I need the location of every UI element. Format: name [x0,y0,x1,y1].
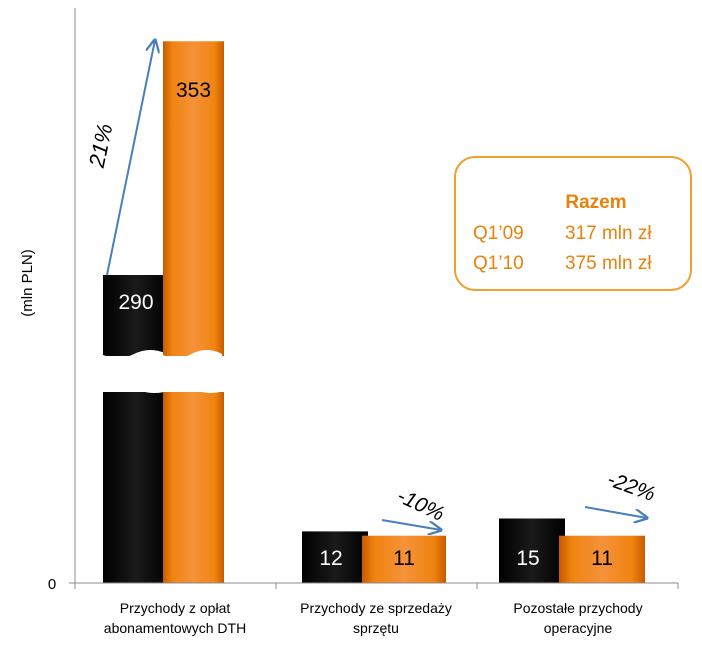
bar [499,518,565,583]
bar-value-label: 11 [591,547,613,570]
summary-box [454,156,692,291]
bar [163,41,224,357]
category-label: sprzętu [353,620,399,636]
category-label: Przychody z opłat [120,600,231,616]
bar-value-label: 15 [516,547,539,570]
bar [559,535,645,583]
change-arrow [584,506,647,518]
summary-period: Q1’10 [473,253,524,274]
bar [103,275,169,356]
category-label: abonamentowych DTH [104,620,246,636]
bar-lower-segment [163,392,224,583]
change-label: 21% [84,121,118,170]
summary-period: Q1’09 [473,223,524,244]
category-label: operacyjne [544,620,613,636]
bar-lower-segment [103,392,169,583]
change-label: -22% [604,468,658,506]
summary-value: 375 mln zł [565,253,652,274]
y-axis-label: (mln PLN) [19,249,36,317]
bar-value-label: 11 [393,547,415,570]
axis-break-mark [101,350,171,393]
summary-title: Razem [565,192,626,213]
change-arrow [106,40,155,276]
axis-break-mark [161,350,226,393]
bar-value-label: 353 [176,79,211,102]
y-tick-label: 0 [48,576,56,593]
bar-value-label: 290 [118,291,153,314]
category-label: Pozostałe przychody [513,600,642,616]
bar [302,531,368,583]
change-arrow [381,519,441,530]
summary-value: 317 mln zł [565,223,652,244]
bar [362,535,446,583]
category-label: Przychody ze sprzedaży [300,600,452,616]
bar-value-label: 12 [319,547,342,570]
change-label: -10% [394,484,448,526]
